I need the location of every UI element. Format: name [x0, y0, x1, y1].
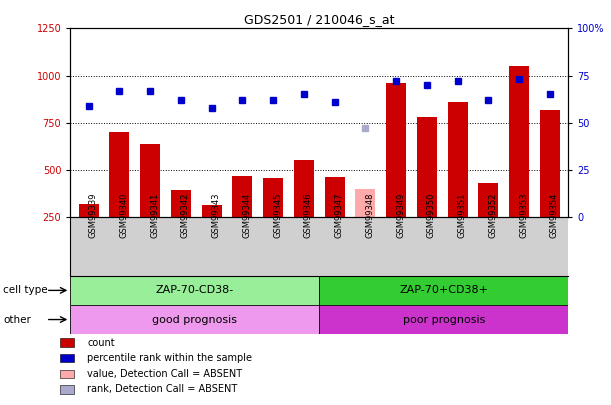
Text: rank, Detection Call = ABSENT: rank, Detection Call = ABSENT: [87, 384, 238, 394]
Bar: [171, 190, 191, 217]
Text: ZAP-70-CD38-: ZAP-70-CD38-: [156, 286, 234, 295]
Bar: [140, 145, 160, 217]
Bar: [79, 204, 99, 217]
Text: other: other: [3, 315, 31, 324]
Text: good prognosis: good prognosis: [152, 315, 237, 324]
Bar: [294, 160, 314, 217]
Bar: [478, 183, 499, 217]
Bar: [386, 83, 406, 217]
Bar: [320, 305, 568, 334]
Bar: [540, 109, 560, 217]
Text: cell type: cell type: [3, 286, 48, 295]
Bar: [320, 276, 568, 305]
Bar: [202, 205, 222, 217]
Text: ZAP-70+CD38+: ZAP-70+CD38+: [399, 286, 488, 295]
Bar: [324, 177, 345, 217]
Bar: [109, 132, 130, 217]
Text: percentile rank within the sample: percentile rank within the sample: [87, 353, 252, 363]
Bar: [356, 189, 375, 217]
Bar: [60, 354, 74, 362]
Bar: [417, 117, 437, 217]
Text: count: count: [87, 338, 115, 347]
Text: value, Detection Call = ABSENT: value, Detection Call = ABSENT: [87, 369, 243, 379]
Bar: [263, 178, 283, 217]
Title: GDS2501 / 210046_s_at: GDS2501 / 210046_s_at: [244, 13, 395, 26]
Bar: [60, 369, 74, 378]
Bar: [60, 385, 74, 394]
Bar: [509, 66, 529, 217]
Bar: [70, 305, 320, 334]
Text: poor prognosis: poor prognosis: [403, 315, 485, 324]
Bar: [60, 339, 74, 347]
Bar: [232, 175, 252, 217]
Bar: [70, 276, 320, 305]
Bar: [448, 102, 467, 217]
